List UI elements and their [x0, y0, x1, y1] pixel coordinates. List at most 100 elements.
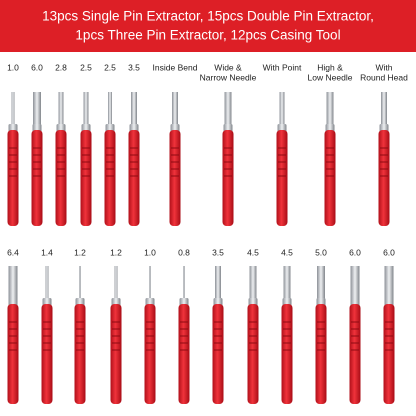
tool: 3.5: [128, 62, 140, 226]
tool: 4.5: [281, 247, 293, 404]
tool-handle: [55, 130, 67, 226]
tool-label: 1.2: [74, 247, 86, 257]
tool-collar: [170, 124, 180, 132]
tool-label: 2.5: [104, 62, 116, 72]
tool: 1.2: [74, 247, 86, 404]
tool-handle: [178, 304, 190, 404]
tool-tip: [283, 266, 291, 308]
tool-label: 1.0: [7, 62, 19, 72]
tool-label: 1.2: [110, 247, 122, 257]
tool: 6.0: [383, 247, 395, 404]
tool-label: With Point: [263, 62, 302, 72]
tool-tip: [224, 92, 232, 134]
tool-tip: [58, 92, 64, 134]
tool: 2.5: [80, 62, 92, 226]
tool-tip: [11, 92, 15, 134]
tool-label: 0.8: [178, 247, 190, 257]
tool: 1.0: [144, 247, 156, 404]
tool-handle: [378, 130, 390, 226]
tool-tip: [83, 92, 89, 134]
tool-handle: [315, 304, 327, 404]
tool-tip: [108, 92, 112, 134]
tool-collar: [384, 298, 394, 306]
tool-collar: [248, 298, 258, 306]
tool: 3.5: [212, 247, 224, 404]
header-line: 1pcs Three Pin Extractor, 12pcs Casing T…: [75, 28, 340, 43]
tool-collar: [129, 124, 139, 132]
tool-collar: [56, 124, 66, 132]
tool-tip: [114, 266, 118, 308]
tool-collar: [325, 124, 335, 132]
tool: 5.0: [315, 247, 327, 404]
header-band: [0, 0, 416, 52]
tool-label: 2.5: [80, 62, 92, 72]
tool-handle: [74, 304, 86, 404]
tool-collar: [213, 298, 223, 306]
tool-collar: [75, 298, 85, 306]
tool-tip: [131, 92, 137, 134]
tool-collar: [105, 124, 115, 132]
tool-label: High &: [317, 62, 343, 72]
tool-tip: [79, 266, 81, 308]
tool-label: 4.5: [247, 247, 259, 257]
tool-collar: [316, 298, 326, 306]
tool-label: Wide &: [214, 62, 242, 72]
tool-label: 6.0: [31, 62, 43, 72]
tool-collar: [350, 298, 360, 306]
header-line: 13pcs Single Pin Extractor, 15pcs Double…: [42, 9, 374, 24]
tool: 2.5: [104, 62, 116, 226]
tool: 1.2: [110, 247, 122, 404]
tool-handle: [276, 130, 288, 226]
tool: Wide &Narrow Needle: [200, 62, 257, 226]
tool: With Point: [263, 62, 302, 226]
tool-handle: [212, 304, 224, 404]
tool-label: 5.0: [315, 247, 327, 257]
tool-tip: [381, 92, 387, 134]
tool-label: 1.0: [144, 247, 156, 257]
tool-handle: [324, 130, 336, 226]
tool-label: 2.8: [55, 62, 67, 72]
tool-label: 1.4: [41, 247, 53, 257]
tool-label: Low Needle: [308, 72, 353, 82]
tool-tip: [45, 266, 49, 308]
tool-label: Narrow Needle: [200, 72, 257, 82]
tool-collar: [32, 124, 42, 132]
tool-handle: [41, 304, 53, 404]
tool-handle: [383, 304, 395, 404]
tool-collar: [277, 124, 287, 132]
tool-tip: [215, 266, 221, 308]
tool-collar: [81, 124, 91, 132]
tool-collar: [42, 298, 52, 306]
tool-collar: [8, 298, 18, 306]
tool-collar: [145, 298, 155, 306]
tool-tip: [279, 92, 285, 134]
tool-handle: [7, 304, 19, 404]
tool: 6.4: [7, 247, 19, 404]
tool-label: Inside Bend: [153, 62, 198, 72]
tool-handle: [349, 304, 361, 404]
tool-tip: [33, 92, 41, 134]
tool-tip: [350, 266, 360, 308]
tool-tip: [326, 92, 334, 134]
tool-tip: [183, 266, 185, 308]
tool-label: 6.0: [383, 247, 395, 257]
tool-collar: [8, 124, 18, 132]
tool-tip: [172, 92, 178, 134]
tool: 1.4: [41, 247, 53, 404]
tool: 4.5: [247, 247, 259, 404]
tool-collar: [379, 124, 389, 132]
tool-handle: [31, 130, 43, 226]
tool-collar: [223, 124, 233, 132]
tool-label: With: [376, 62, 393, 72]
tool-collar: [111, 298, 121, 306]
tool-handle: [222, 130, 234, 226]
tool-label: 6.0: [349, 247, 361, 257]
tool-handle: [144, 304, 156, 404]
tool-handle: [80, 130, 92, 226]
tool: Inside Bend: [153, 62, 198, 226]
tool-handle: [7, 130, 19, 226]
tool: 6.0: [349, 247, 361, 404]
tool-tip: [149, 266, 151, 308]
